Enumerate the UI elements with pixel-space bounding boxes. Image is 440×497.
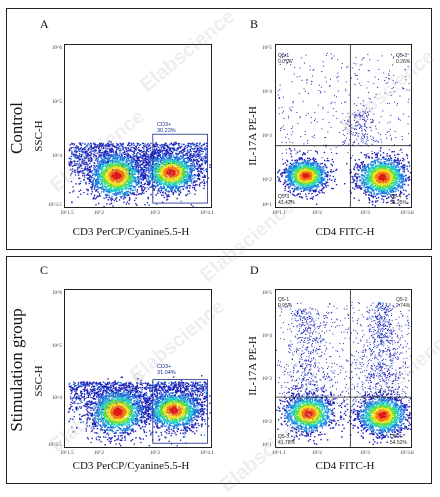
y-tick: 10^6 (52, 46, 62, 51)
x-tick: 10^1.5 (60, 451, 74, 456)
y-tick: 10^3 (262, 377, 272, 382)
y-tick: 10^1 (262, 203, 272, 208)
x-tick: 10^3.8 (400, 211, 414, 216)
x-tick: 10^1.1 (272, 451, 286, 456)
scatter-plot-d (275, 289, 412, 448)
y-axis-label-c: SSC-H (33, 365, 45, 397)
gate-name: CD3+ (157, 364, 172, 370)
x-tick: 10^1.1 (272, 211, 286, 216)
quadrant-percent: 2.74% (396, 303, 411, 309)
quadrant-name: Q5-2 (396, 53, 408, 59)
row-label-control: Control (7, 102, 26, 154)
quadrant-percent: 41.78% (278, 440, 295, 446)
plot-frame (275, 44, 412, 208)
x-tick: 10^2 (312, 211, 322, 216)
control-row-box (6, 8, 432, 250)
quadrant-name: Q5-4 (390, 434, 402, 440)
y-tick: 10^3 (262, 134, 272, 139)
x-axis-label-c: CD3 PerCP/Cyanine5.5-H (72, 460, 190, 472)
density-points (67, 375, 211, 447)
quadrant-name: Q5-3 (278, 194, 290, 200)
quadrant-label-q4-d: Q5-4 54.52% (390, 434, 407, 446)
x-tick: 10^2 (94, 451, 104, 456)
x-axis-label-b: CD4 FITC-H (315, 226, 375, 238)
stimulation-row-box (6, 256, 432, 484)
y-tick: 10^5 (262, 46, 272, 51)
x-tick: 10^2 (312, 451, 322, 456)
quadrant-label-q3-d: Q5-3 41.78% (278, 434, 295, 446)
x-tick: 10^3 (150, 451, 160, 456)
plot-frame (64, 44, 212, 208)
quadrant-label-q1-b: Q5-1 0.07% (278, 53, 292, 65)
x-axis-label-a: CD3 PerCP/Cyanine5.5-H (72, 226, 190, 238)
panel-letter-c: C (40, 263, 49, 277)
y-tick: 10^2 (262, 178, 272, 183)
y-tick: 10^2 (262, 420, 272, 425)
x-tick: 10^4.1 (200, 211, 214, 216)
gate-percent: 31.04% (157, 370, 176, 376)
y-tick: 10^6 (52, 291, 62, 296)
x-tick: 10^3 (360, 211, 370, 216)
x-tick: 10^3 (360, 451, 370, 456)
y-tick: 10^5 (52, 100, 62, 105)
x-axis-label-d: CD4 FITC-H (315, 460, 375, 472)
y-tick: 10^3.5 (48, 443, 62, 448)
density-points (275, 289, 412, 448)
quadrant-percent: 54.52% (390, 440, 407, 446)
panel-letter-d: D (250, 263, 259, 277)
quadrant-label-q3-b: Q5-3 43.43% (278, 194, 295, 206)
row-label-stimulation: Stimulation group (7, 308, 26, 432)
quadrant-percent: 43.43% (278, 200, 295, 206)
gate-label-a: CD3+ 30.23% (157, 122, 176, 134)
scatter-plot-b (275, 44, 412, 208)
quadrant-name: Q5-1 (278, 53, 290, 59)
gate-percent: 30.23% (157, 128, 176, 134)
density-points (275, 44, 412, 208)
x-tick: 10^2 (94, 211, 104, 216)
scatter-plot-c (64, 289, 212, 448)
gate-label-c: CD3+ 31.04% (157, 364, 176, 376)
y-tick: 10^5 (52, 344, 62, 349)
y-axis-label-d: IL-17A PE-H (247, 336, 259, 396)
quadrant-name: Q5-2 (396, 297, 408, 303)
quadrant-percent: 0.26% (396, 59, 411, 65)
density-points (68, 133, 211, 208)
quadrant-percent: 0.95% (278, 303, 293, 309)
y-tick: 10^1 (262, 443, 272, 448)
quadrant-label-q2-d: Q5-2 2.74% (396, 297, 410, 309)
y-axis-label-a: SSC-H (33, 120, 45, 152)
scatter-plot-a (64, 44, 212, 208)
y-tick: 10^4 (262, 90, 272, 95)
quadrant-name: Q5-1 (278, 297, 290, 303)
gate-name: CD3+ (157, 122, 172, 128)
y-axis-label-b: IL-17A PE-H (247, 106, 259, 166)
quadrant-label-q1-d: Q5-1 0.95% (278, 297, 292, 309)
y-tick: 10^3.5 (48, 203, 62, 208)
y-tick: 10^5 (262, 291, 272, 296)
plot-frame (64, 289, 212, 448)
quadrant-percent: 0.07% (278, 59, 293, 65)
panel-letter-a: A (40, 17, 49, 31)
y-tick: 10^4 (52, 154, 62, 159)
quadrant-name: Q5-4 (390, 194, 402, 200)
panel-letter-b: B (250, 17, 259, 31)
quadrant-name: Q5-3 (278, 434, 290, 440)
quadrant-label-q2-b: Q5-2 0.26% (396, 53, 410, 65)
quadrant-percent: 56.25% (390, 200, 407, 206)
x-tick: 10^1.5 (60, 211, 74, 216)
y-tick: 10^4 (262, 334, 272, 339)
y-tick: 10^4 (52, 396, 62, 401)
quadrant-label-q4-b: Q5-4 56.25% (390, 194, 407, 206)
x-tick: 10^3.8 (400, 451, 414, 456)
x-tick: 10^3 (150, 211, 160, 216)
plot-frame (275, 289, 412, 448)
x-tick: 10^4.1 (200, 451, 214, 456)
